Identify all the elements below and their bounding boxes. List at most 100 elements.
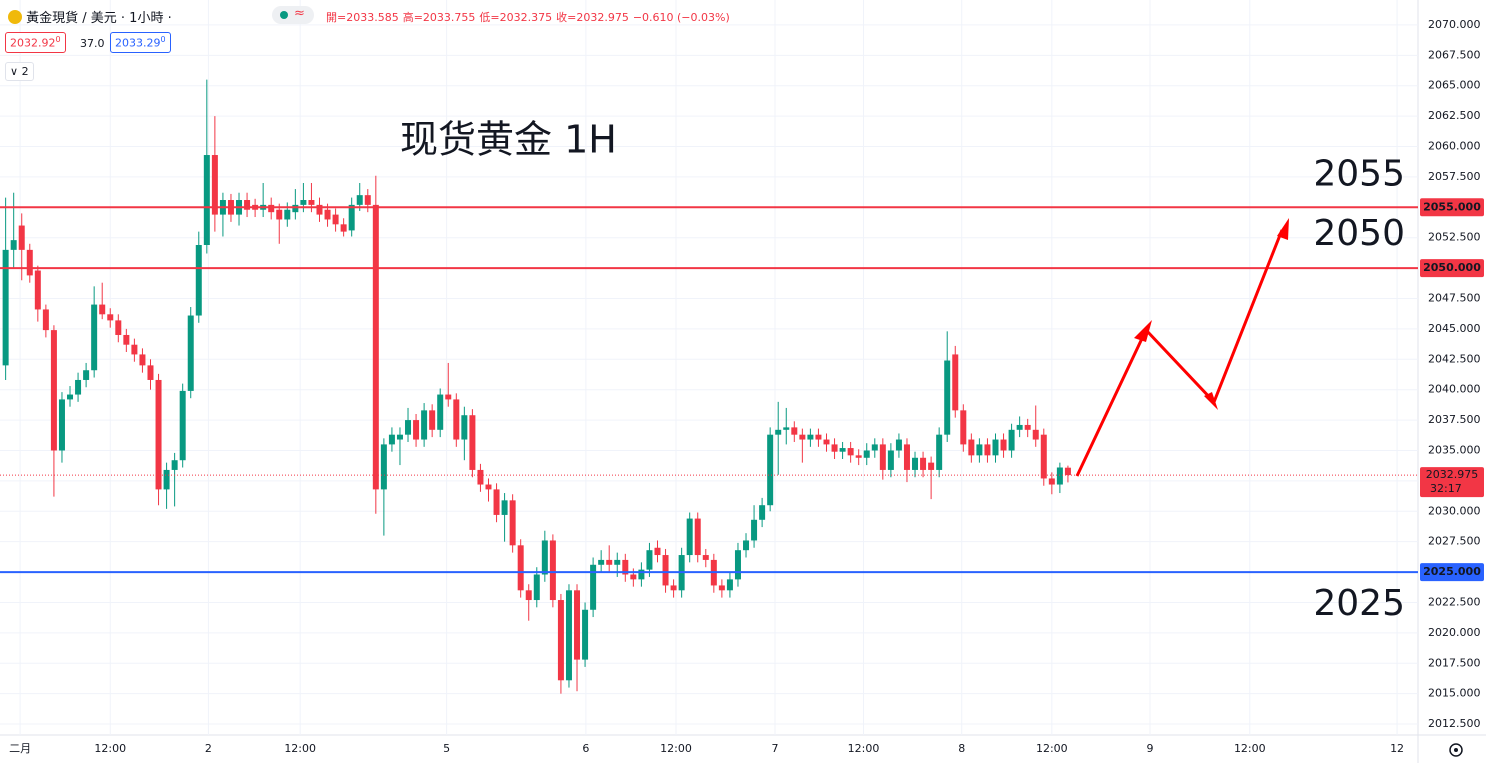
y-tick-label: 2057.500 — [1428, 170, 1481, 183]
candle-body — [638, 569, 645, 580]
candle-body — [920, 457, 927, 470]
ohlc-legend: 開=2033.585 高=2033.755 低=2032.375 收=2032.975… — [326, 9, 734, 25]
buy-price[interactable]: 2033.29 — [115, 36, 161, 50]
candle-body — [574, 590, 581, 660]
y-tick-label: 2065.000 — [1428, 79, 1481, 92]
candle-body — [2, 249, 9, 366]
settings-icon[interactable] — [1449, 743, 1463, 757]
candle-body — [718, 585, 725, 591]
sell-button[interactable]: 2032.920 — [5, 32, 66, 53]
candle-body — [831, 444, 838, 452]
x-tick-label: 12:00 — [660, 742, 692, 755]
candle-body — [654, 547, 661, 556]
candle-body — [123, 334, 130, 345]
candle-body — [445, 394, 452, 400]
y-tick-label: 2017.500 — [1428, 656, 1481, 669]
candle-body — [541, 540, 548, 575]
candle-body — [726, 579, 733, 591]
candle-body — [340, 224, 347, 232]
candle-body — [686, 518, 693, 556]
candle-body — [308, 200, 315, 205]
candle-body — [163, 469, 170, 490]
candle-body — [461, 415, 468, 440]
candle-body — [565, 590, 572, 681]
candle-body — [791, 427, 798, 435]
settings-gear[interactable] — [1449, 743, 1463, 757]
candle-body — [936, 434, 943, 470]
indicators-toggle[interactable]: ∨ 2 — [5, 62, 34, 81]
level-text: 2025 — [1313, 583, 1405, 624]
candle-body — [332, 214, 339, 225]
symbol-title[interactable]: 黃金現貨 / 美元 · 1小時 · — [26, 11, 172, 26]
x-tick-label: 7 — [771, 742, 778, 755]
candle-body — [348, 204, 355, 231]
arrow-path — [1075, 229, 1284, 477]
arrow-head — [1204, 392, 1218, 410]
y-tick-label: 2015.000 — [1428, 687, 1481, 700]
candle-body — [662, 555, 669, 586]
candle-body — [871, 444, 878, 451]
candle-body — [501, 500, 508, 515]
candle-body — [485, 484, 492, 490]
candle-body — [759, 505, 766, 520]
y-tick-label: 2012.500 — [1428, 717, 1481, 730]
candle-body — [582, 609, 589, 660]
candle-body — [646, 550, 653, 570]
candle-body — [372, 204, 379, 490]
candle-body — [115, 320, 122, 335]
delay-icon: ≈ — [294, 6, 305, 21]
symbol-header[interactable]: 黃金現貨 / 美元 · 1小時 · — [8, 7, 172, 26]
candle-body — [99, 304, 106, 315]
candle-body — [1048, 478, 1055, 485]
candle-body — [292, 204, 299, 213]
y-tick-label: 2027.500 — [1428, 535, 1481, 548]
y-tick-label: 2047.500 — [1428, 291, 1481, 304]
indicator-count[interactable]: 2 — [21, 65, 29, 78]
candle-body — [179, 390, 186, 461]
buy-price-tail[interactable]: 0 — [160, 35, 166, 44]
candle-body — [734, 550, 741, 580]
level-price-label: 2055.000 — [1423, 200, 1481, 213]
y-tick-label: 2067.500 — [1428, 48, 1481, 61]
sell-price[interactable]: 2032.92 — [10, 36, 56, 50]
candle-body — [324, 209, 331, 220]
candle-body — [912, 457, 919, 470]
status-badge[interactable]: ≈ — [272, 6, 314, 24]
candle-body — [815, 434, 822, 440]
candle-body — [380, 444, 387, 490]
market-open-dot — [280, 11, 288, 19]
candle-body — [863, 450, 870, 458]
candle-body — [952, 354, 959, 411]
candle-body — [67, 394, 74, 400]
candle-body — [155, 379, 162, 490]
x-tick-label: 5 — [443, 742, 450, 755]
candles — [2, 79, 1071, 694]
candle-body — [203, 155, 210, 245]
buy-button[interactable]: 2033.290 — [110, 32, 171, 53]
candle-body — [356, 195, 363, 205]
candle-body — [525, 590, 532, 601]
ohlc-item: 低=2032.375 — [479, 11, 553, 24]
candle-body — [107, 314, 114, 321]
sell-price-tail[interactable]: 0 — [55, 35, 61, 44]
candle-body — [34, 270, 41, 310]
candle-body — [630, 574, 637, 580]
candle-body — [139, 354, 146, 366]
y-tick-label: 2037.500 — [1428, 413, 1481, 426]
candle-body — [83, 370, 90, 380]
candle-body — [405, 420, 412, 435]
x-tick-label: 12 — [1390, 742, 1404, 755]
level-price-box — [1420, 198, 1484, 217]
x-tick-label: 6 — [582, 742, 589, 755]
symbol-icon — [8, 10, 22, 24]
candle-body — [26, 249, 33, 276]
candle-body — [992, 439, 999, 456]
candle-body — [509, 500, 516, 546]
candle-body — [944, 360, 951, 435]
level-text: 2055 — [1313, 153, 1405, 194]
candle-body — [195, 245, 202, 316]
candle-body — [429, 410, 436, 430]
ohlc-item: 收=2032.975 — [556, 11, 629, 24]
plot-area — [0, 0, 1418, 735]
settings-gear-center[interactable] — [1454, 748, 1458, 752]
